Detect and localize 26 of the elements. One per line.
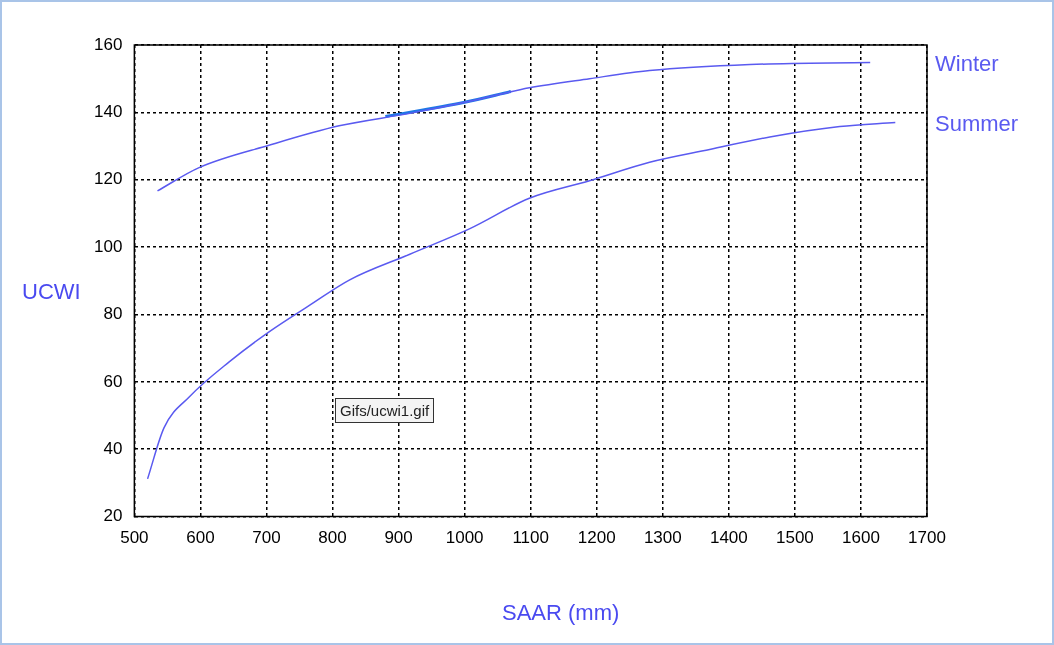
x-axis-title: SAAR (mm) bbox=[502, 600, 620, 626]
annotation: Gifs/ucwi1.gif bbox=[335, 398, 435, 423]
x-tick-label: 900 bbox=[384, 528, 413, 548]
y-tick-label: 100 bbox=[93, 236, 123, 256]
x-tick-label: 1200 bbox=[577, 528, 616, 548]
series-label: Summer bbox=[935, 110, 1019, 136]
y-tick-label: 80 bbox=[103, 304, 123, 324]
y-tick-label: 140 bbox=[93, 102, 123, 122]
text: Winter bbox=[935, 50, 999, 76]
x-tick-label: 700 bbox=[252, 528, 281, 548]
x-tick-label: 1400 bbox=[709, 528, 748, 548]
y-tick-label: 40 bbox=[103, 438, 123, 458]
x-tick-label: 1700 bbox=[908, 528, 946, 548]
x-tick-label: 1300 bbox=[643, 528, 682, 548]
y-axis-title: UCWI bbox=[22, 278, 81, 304]
x-tick-label: 1000 bbox=[445, 528, 484, 548]
y-tick-label: 120 bbox=[93, 169, 123, 189]
y-tick-label: 20 bbox=[103, 506, 123, 526]
x-tick-label: 600 bbox=[186, 528, 215, 548]
y-tick-label: 160 bbox=[93, 34, 123, 54]
y-tick-label: 60 bbox=[103, 371, 123, 391]
x-tick-label: 800 bbox=[318, 528, 347, 548]
x-tick-label: 1600 bbox=[842, 528, 880, 548]
x-tick-label: 1100 bbox=[512, 528, 549, 548]
x-tick-label: 500 bbox=[120, 528, 149, 548]
x-tick-label: 1500 bbox=[775, 528, 814, 548]
